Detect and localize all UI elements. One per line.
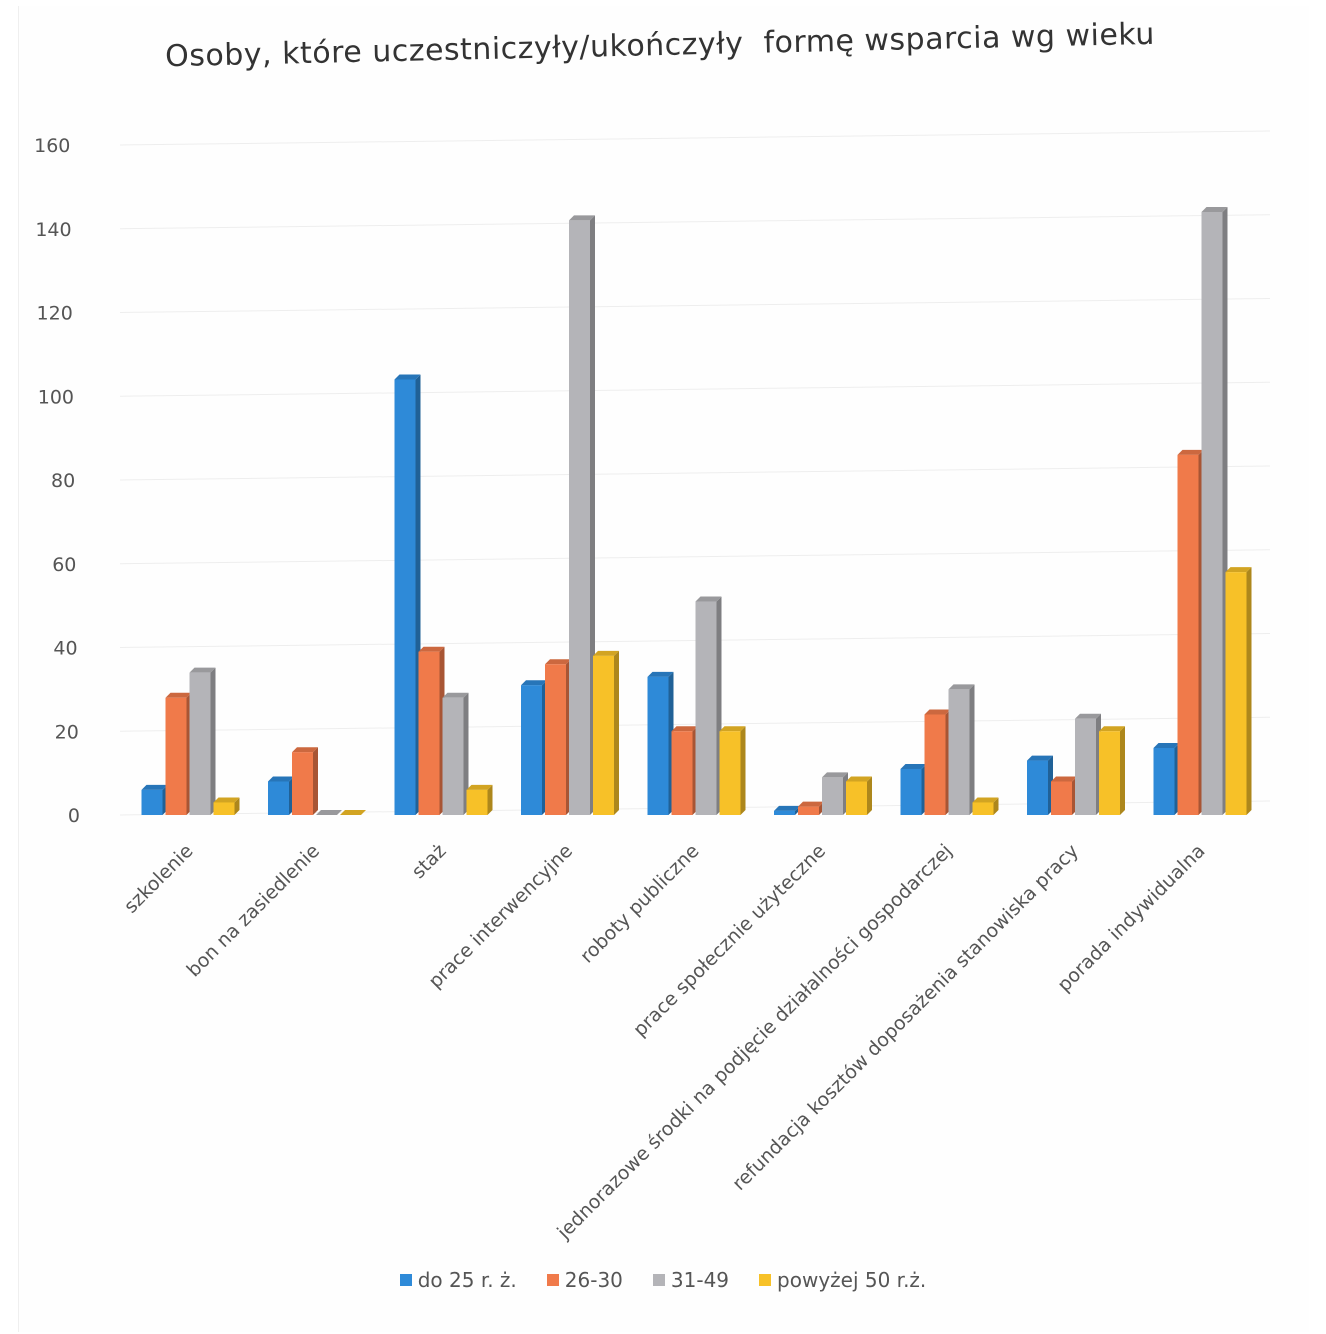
gridline — [119, 549, 1271, 565]
bar-layer — [141, 207, 1252, 816]
bar — [394, 374, 421, 815]
bar — [418, 646, 445, 815]
bar — [268, 776, 294, 815]
bar — [822, 772, 848, 815]
x-tick-label: staż — [407, 840, 450, 883]
y-tick-label: 20 — [55, 721, 79, 743]
bar — [948, 684, 975, 815]
x-tick-label: porada indywidualna — [1053, 840, 1209, 996]
bar — [569, 215, 595, 815]
legend-item-series-3: 31-49 — [652, 1268, 730, 1292]
bar — [719, 726, 746, 815]
y-tick-label: 0 — [68, 805, 80, 827]
bar — [141, 784, 168, 815]
gridline — [119, 381, 1271, 397]
y-tick-label: 100 — [38, 386, 74, 408]
bar — [466, 784, 493, 815]
bar — [647, 671, 674, 815]
legend-swatch-series-2 — [546, 1274, 559, 1286]
x-tick-label: szkolenie — [120, 840, 198, 918]
bar — [165, 692, 192, 815]
y-tick-label: 80 — [51, 470, 75, 492]
bar — [1051, 776, 1077, 815]
bar — [213, 797, 240, 815]
bar — [924, 709, 951, 815]
legend-item-series-2: 26-30 — [546, 1268, 623, 1292]
legend-item-series-1: do 25 r. ż. — [399, 1268, 517, 1292]
legend-label-series-1: do 25 r. ż. — [417, 1268, 517, 1292]
gridline — [119, 298, 1271, 313]
x-tick-label: prace interwencyjne — [424, 840, 577, 993]
gridline — [119, 214, 1271, 230]
legend-label-series-2: 26-30 — [564, 1268, 623, 1292]
legend: do 25 r. ż. 26-30 31-49 powyżej 50 r.ż. — [0, 1268, 1326, 1292]
bar — [972, 797, 999, 815]
legend-item-series-4: powyżej 50 r.ż. — [759, 1268, 926, 1292]
y-axis-tick-labels: 0 20 40 60 80 100 120 140 160 — [34, 135, 80, 827]
bar — [442, 692, 469, 815]
bar — [1201, 207, 1228, 815]
bar — [1099, 726, 1125, 815]
bar — [900, 763, 927, 815]
bar — [1177, 449, 1204, 815]
x-tick-label: bon na zasiedlenie — [183, 840, 324, 981]
bar — [695, 596, 722, 815]
y-tick-label: 60 — [52, 554, 76, 576]
gridline — [119, 465, 1271, 481]
legend-swatch-series-3 — [652, 1274, 665, 1286]
bar — [1153, 743, 1180, 815]
bar — [316, 810, 342, 816]
y-tick-label: 140 — [35, 219, 71, 241]
bar — [798, 801, 824, 815]
bar — [593, 650, 619, 815]
legend-swatch-series-4 — [759, 1274, 772, 1286]
gridline — [119, 130, 1271, 146]
gridline — [119, 633, 1271, 648]
bar — [340, 810, 366, 816]
bar — [1027, 755, 1053, 815]
bar — [545, 659, 571, 815]
bar — [521, 680, 547, 815]
bar — [1075, 713, 1101, 815]
x-tick-label: roboty publiczne — [576, 840, 704, 968]
bar — [774, 805, 800, 815]
y-tick-label: 40 — [53, 638, 77, 660]
bar — [292, 747, 318, 815]
bar — [189, 667, 216, 815]
legend-swatch-series-1 — [399, 1274, 412, 1286]
legend-label-series-4: powyżej 50 r.ż. — [777, 1268, 927, 1292]
y-tick-label: 160 — [34, 135, 70, 157]
bar — [846, 776, 872, 815]
bar — [1225, 567, 1252, 815]
grid-layer — [119, 130, 1271, 816]
bar — [671, 726, 698, 815]
y-tick-label: 120 — [37, 303, 73, 325]
legend-label-series-3: 31-49 — [670, 1268, 730, 1292]
